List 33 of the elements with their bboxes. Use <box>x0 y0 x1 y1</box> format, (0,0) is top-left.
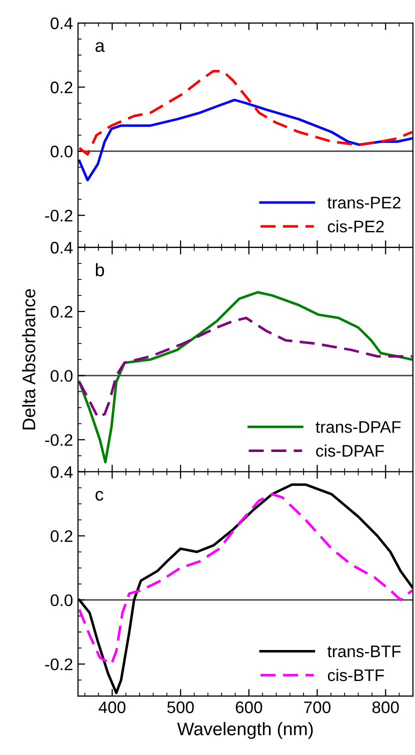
y-tick-label: 0.4 <box>50 17 73 30</box>
annotation: a <box>96 42 105 52</box>
y-tick-label: -0.2 <box>45 434 72 446</box>
x-tick-label: 500 <box>167 701 194 714</box>
y-tick-label: -0.2 <box>45 210 72 222</box>
legend-label: cis-BTF <box>328 668 384 682</box>
y-tick-label: 0.0 <box>50 146 73 158</box>
y-tick-label: 0.0 <box>50 594 73 606</box>
x-tick-label: 700 <box>304 701 330 714</box>
legend-label: cis-DPAF <box>316 444 384 457</box>
x-axis-title: Wavelength (nm) <box>177 722 313 739</box>
y-axis-title: Delta Absorbance <box>22 289 36 430</box>
x-tick-label: 600 <box>236 701 262 714</box>
legend-label: trans-PE2 <box>327 196 400 209</box>
legend-label: trans-DPAF <box>316 421 401 433</box>
legend-label: trans-BTF <box>327 646 401 658</box>
line-series <box>78 98 413 182</box>
y-tick-label: 0.2 <box>50 82 72 94</box>
annotation: c <box>96 490 104 501</box>
y-tick-label: 0.4 <box>50 242 73 254</box>
y-tick-label: 0.0 <box>50 370 73 382</box>
line-series <box>78 492 413 666</box>
y-tick-label: 0.4 <box>50 466 73 478</box>
annotation: b <box>96 263 104 276</box>
y-tick-label: 0.2 <box>50 530 72 542</box>
x-tick-label: 400 <box>98 701 126 714</box>
line-series <box>78 316 413 419</box>
y-tick-label: -0.2 <box>45 658 72 670</box>
x-tick-label: 800 <box>372 701 399 714</box>
legend-label: cis-PE2 <box>328 220 384 232</box>
line-series <box>78 291 413 464</box>
line-series <box>78 70 413 156</box>
y-tick-label: 0.2 <box>50 306 72 318</box>
